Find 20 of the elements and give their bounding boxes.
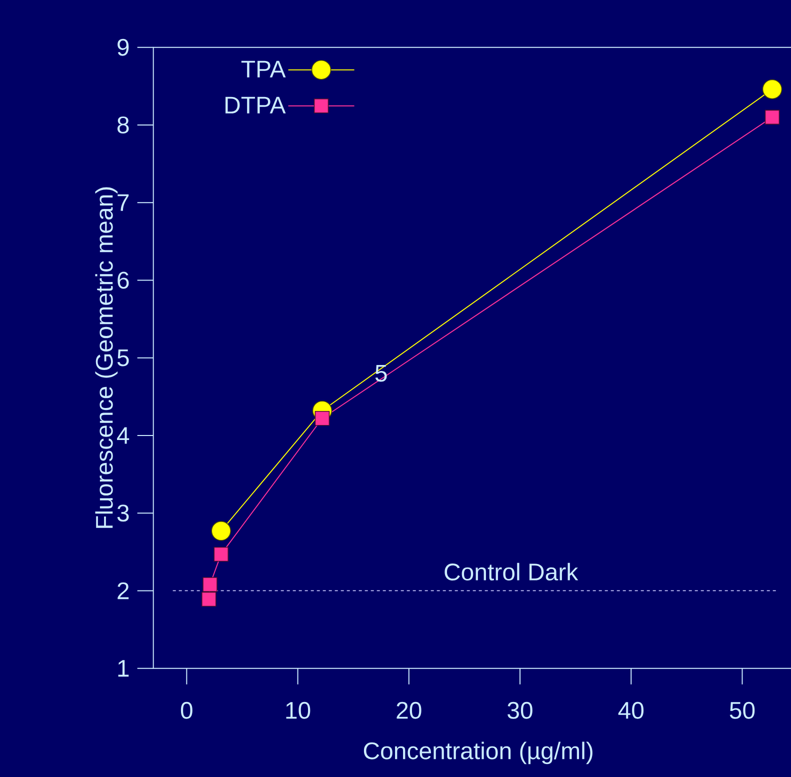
- y-tick-label: 9: [118, 38, 129, 56]
- y-tick-label: 8: [117, 116, 129, 134]
- x-axis-title: Concentration (µg/ml): [364, 742, 592, 764]
- x-tick-label: 50: [730, 702, 755, 719]
- x-tick-label: 10: [286, 702, 310, 719]
- x-tick-label: 0: [180, 702, 192, 719]
- y-tick-label: 4: [117, 427, 130, 444]
- y-tick-label: 3: [117, 504, 129, 522]
- ref-line-label: Control Dark: [444, 562, 578, 580]
- y-axis-title: Fluorescence (Geometric mean): [95, 187, 118, 528]
- y-tick-label: 2: [118, 582, 129, 600]
- legend-label: DTPA: [226, 96, 286, 114]
- x-tick-label: 40: [618, 702, 644, 719]
- y-tick-label: 1: [118, 660, 129, 677]
- y-tick-label: 6: [118, 272, 129, 289]
- y-tick-label: 5: [117, 349, 129, 366]
- x-tick-label: 30: [508, 702, 532, 719]
- x-tick-label: 20: [396, 702, 422, 719]
- y-tick-label: 7: [118, 194, 129, 211]
- legend-label: TPA: [241, 60, 286, 78]
